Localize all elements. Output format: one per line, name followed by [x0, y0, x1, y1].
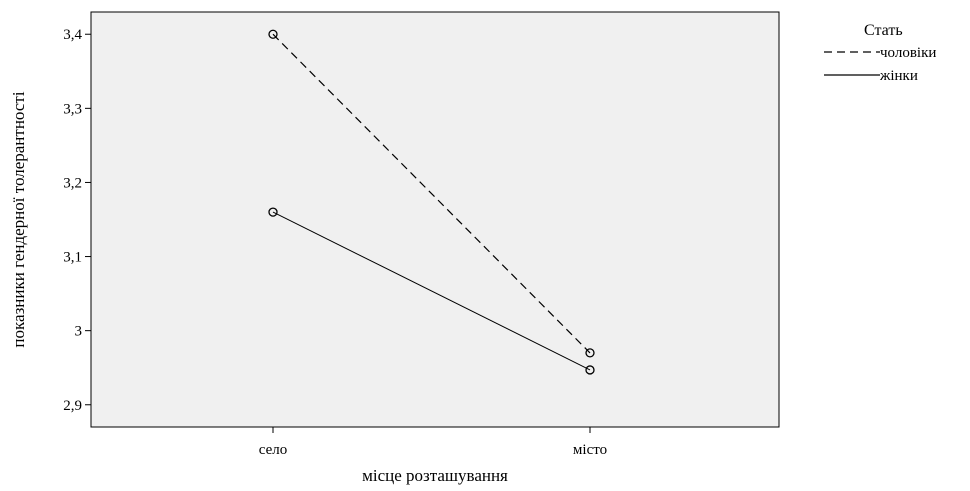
data-point-male — [268, 29, 278, 39]
y-tick-label: 3,1 — [63, 250, 82, 266]
y-tick-label: 2,9 — [63, 398, 82, 414]
plot-area — [90, 11, 780, 428]
x-axis: село місто — [259, 427, 607, 458]
legend-items: чоловіки жінки — [824, 45, 936, 84]
legend-title: Стать — [864, 22, 903, 39]
series-line-female — [272, 211, 591, 371]
y-tick-label: 3,3 — [63, 101, 82, 117]
data-point-male — [585, 348, 595, 358]
series-layer — [268, 29, 595, 375]
series-line-male — [272, 33, 591, 354]
legend: Стать чоловіки жінки — [824, 22, 936, 84]
x-tick-label: місто — [573, 442, 607, 458]
legend-label-male: чоловіки — [880, 45, 936, 61]
y-tick-label: 3 — [75, 324, 83, 340]
y-tick-label: 3,4 — [63, 27, 82, 43]
y-tick-label: 3,2 — [63, 175, 82, 191]
x-tick-label: село — [259, 442, 287, 458]
data-point-female — [268, 207, 278, 217]
data-point-female — [585, 365, 595, 375]
y-axis-title: показники гендерної толерантності — [9, 91, 28, 347]
x-axis-title: місце розташування — [362, 466, 508, 485]
legend-label-female: жінки — [879, 68, 918, 84]
y-axis: 2,9 3 3,1 3,2 3,3 3,4 — [63, 27, 91, 414]
